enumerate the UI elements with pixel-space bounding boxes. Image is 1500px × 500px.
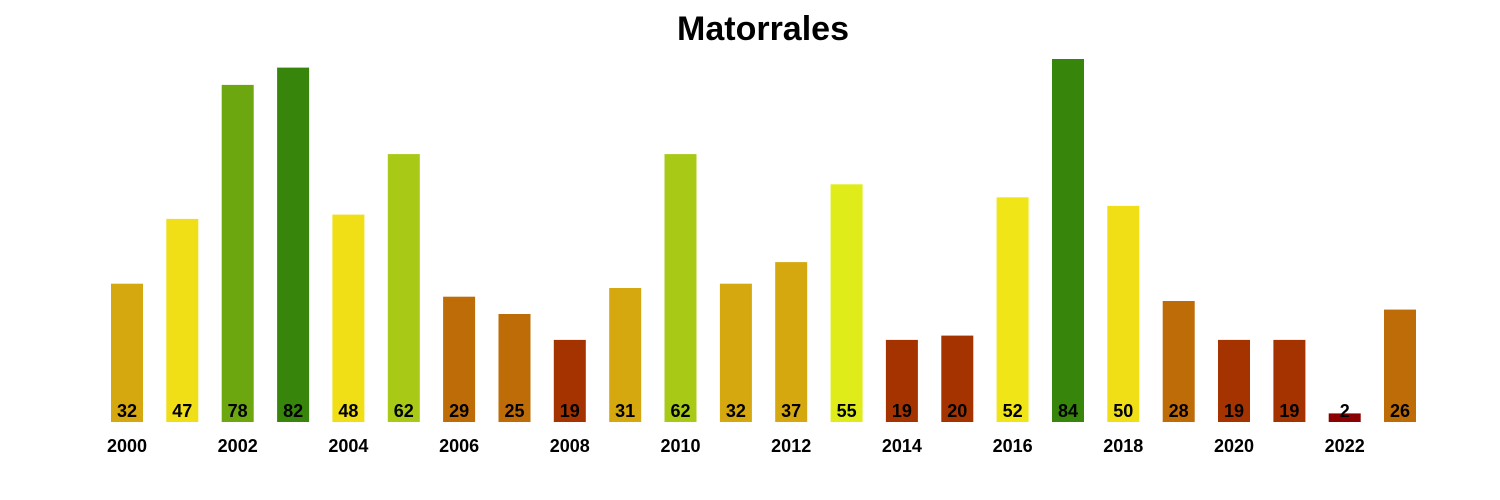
x-tick-2014: 2014: [882, 436, 922, 456]
x-tick-2022: 2022: [1325, 436, 1365, 456]
value-label-2019: 28: [1169, 401, 1189, 421]
value-label-2001: 47: [172, 401, 192, 421]
bar-2022: [1328, 413, 1361, 422]
value-label-2021: 19: [1279, 401, 1299, 421]
bar-2006: [443, 296, 476, 422]
value-label-2017: 84: [1058, 401, 1078, 421]
bar-2013: [830, 184, 863, 422]
x-tick-2006: 2006: [439, 436, 479, 456]
x-tick-2020: 2020: [1214, 436, 1254, 456]
bar-2020: [1218, 339, 1250, 422]
bar-2002: [221, 84, 254, 423]
bar-2001: [166, 218, 199, 422]
chart-title: Matorrales: [677, 10, 849, 48]
bar-2016: [996, 197, 1029, 422]
x-tick-2016: 2016: [993, 436, 1033, 456]
value-label-2023: 26: [1390, 401, 1410, 421]
value-label-2013: 55: [837, 401, 857, 421]
value-label-2015: 20: [947, 401, 967, 421]
bar-2018: [1107, 205, 1140, 422]
value-label-2014: 19: [892, 401, 912, 421]
value-label-2011: 32: [726, 401, 746, 421]
x-tick-2008: 2008: [550, 436, 590, 456]
bar-2007: [498, 314, 531, 422]
bar-2019: [1162, 301, 1195, 422]
bar-2023: [1384, 309, 1416, 422]
value-label-2002: 78: [228, 401, 248, 421]
value-label-2022: 2: [1340, 401, 1350, 421]
x-tick-2000: 2000: [107, 436, 147, 456]
bar-2010: [664, 154, 697, 422]
bar-2003: [277, 67, 310, 422]
value-label-2010: 62: [670, 401, 690, 421]
bar-2000: [111, 283, 143, 422]
bar-2012: [775, 262, 808, 422]
bar-2015: [941, 335, 974, 422]
bar-2008: [553, 339, 586, 422]
value-label-2000: 32: [117, 401, 137, 421]
value-label-2004: 48: [338, 401, 358, 421]
bars-group: [111, 59, 1416, 423]
value-label-2005: 62: [394, 401, 414, 421]
bar-2021: [1273, 339, 1306, 422]
value-label-2003: 82: [283, 401, 303, 421]
value-label-2012: 37: [781, 401, 801, 421]
value-label-2006: 29: [449, 401, 469, 421]
x-tick-2004: 2004: [328, 436, 368, 456]
value-label-2020: 19: [1224, 401, 1244, 421]
bar-2014: [885, 339, 918, 422]
bar-2005: [387, 154, 420, 422]
value-label-2018: 50: [1113, 401, 1133, 421]
value-label-2016: 52: [1003, 401, 1023, 421]
bar-2004: [332, 214, 365, 422]
x-tick-2012: 2012: [771, 436, 811, 456]
value-label-2009: 31: [615, 401, 635, 421]
x-tick-2018: 2018: [1103, 436, 1143, 456]
x-axis-tick-labels: 2000 2002 2004 2006 2008 2010 2012 2014 2016 2018…: [107, 436, 1365, 456]
bar-2009: [609, 288, 642, 422]
bar-2011: [719, 283, 752, 422]
value-label-2008: 19: [560, 401, 580, 421]
x-tick-2010: 2010: [660, 436, 700, 456]
x-tick-2002: 2002: [218, 436, 258, 456]
bar-2017: [1052, 59, 1084, 422]
value-label-2007: 25: [504, 401, 524, 421]
value-labels-group: 32 47 78 82 48 62 29 25 19 31 62 32 37 55 19 20 52 84 50 28…: [117, 401, 1410, 421]
